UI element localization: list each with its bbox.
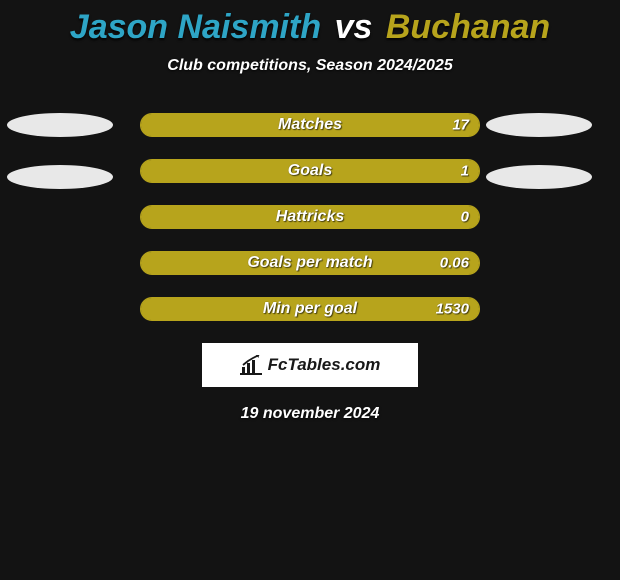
left-ellipse-0	[7, 113, 113, 137]
logo-text: FcTables.com	[268, 355, 381, 375]
stat-row: Hattricks 0	[140, 205, 480, 229]
chart-icon	[240, 355, 262, 375]
stat-value: 17	[452, 117, 469, 134]
player2-name: Buchanan	[386, 8, 550, 46]
logo-box: FcTables.com	[202, 343, 418, 387]
rows-container: Matches 17 Goals 1 Hattricks 0 Goals per match…	[0, 113, 620, 321]
date-text: 19 november 2024	[0, 405, 620, 423]
left-ellipse-1	[7, 165, 113, 189]
stat-label: Hattricks	[276, 208, 344, 226]
stat-row: Matches 17	[140, 113, 480, 137]
stat-value: 1	[461, 163, 469, 180]
stat-value: 1530	[436, 301, 469, 318]
comparison-chart: Matches 17 Goals 1 Hattricks 0 Goals per match…	[0, 113, 620, 321]
stat-label: Goals	[288, 162, 332, 180]
stat-label: Matches	[278, 116, 342, 134]
page-title: Jason Naismith vs Buchanan	[0, 0, 620, 47]
stat-label: Min per goal	[263, 300, 357, 318]
stat-value: 0.06	[440, 255, 469, 272]
stat-row: Goals per match 0.06	[140, 251, 480, 275]
right-ellipse-0	[486, 113, 592, 137]
subtitle: Club competitions, Season 2024/2025	[0, 57, 620, 75]
right-ellipse-1	[486, 165, 592, 189]
stat-label: Goals per match	[247, 254, 372, 272]
player1-name: Jason Naismith	[70, 8, 321, 46]
stat-value: 0	[461, 209, 469, 226]
stat-row: Goals 1	[140, 159, 480, 183]
title-vs: vs	[335, 8, 373, 46]
stat-row: Min per goal 1530	[140, 297, 480, 321]
